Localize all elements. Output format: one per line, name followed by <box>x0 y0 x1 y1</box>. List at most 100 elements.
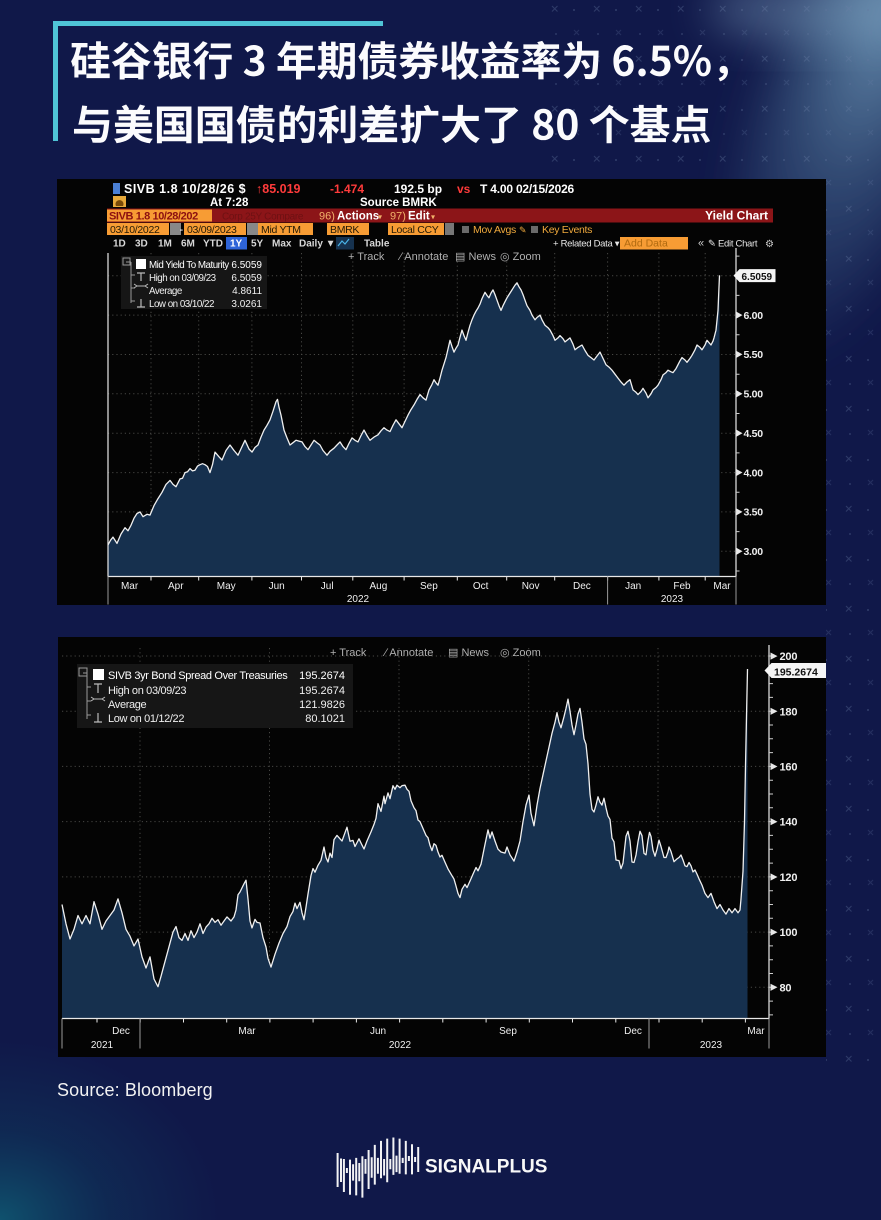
svg-text:80: 80 <box>780 982 792 994</box>
svg-text:Low on 01/12/22: Low on 01/12/22 <box>108 713 184 725</box>
svg-text:1D: 1D <box>113 239 126 250</box>
svg-text:140: 140 <box>780 817 798 829</box>
svg-text:+ Track: + Track <box>330 647 367 659</box>
svg-text:Feb: Feb <box>673 581 691 592</box>
svg-text:Sep: Sep <box>420 581 438 592</box>
svg-text:Apr: Apr <box>168 581 184 592</box>
svg-text:2023: 2023 <box>700 1040 723 1051</box>
svg-text:✎ Edit Chart: ✎ Edit Chart <box>708 239 758 250</box>
svg-text:6M: 6M <box>181 239 195 250</box>
svg-text:«: « <box>698 238 704 250</box>
svg-text:▤ News: ▤ News <box>448 647 489 659</box>
svg-text:Add Data: Add Data <box>624 238 668 250</box>
svg-text:-: - <box>180 224 184 236</box>
svg-text:2021: 2021 <box>91 1040 114 1051</box>
svg-text:High on 03/09/23: High on 03/09/23 <box>149 273 217 284</box>
svg-text:⚙: ⚙ <box>765 239 774 250</box>
svg-text:5.00: 5.00 <box>744 389 764 401</box>
svg-text:High on 03/09/23: High on 03/09/23 <box>108 685 186 697</box>
svg-text:97): 97) <box>390 211 406 223</box>
svg-text:+ Track: + Track <box>348 251 385 263</box>
svg-text:SIVB 3yr Bond Spread Over Trea: SIVB 3yr Bond Spread Over Treasuries <box>108 670 288 682</box>
svg-text:3.00: 3.00 <box>744 546 764 558</box>
svg-text:Nov: Nov <box>522 581 540 592</box>
svg-text:✎: ✎ <box>519 225 527 235</box>
svg-text:T 4.00 02/15/2026: T 4.00 02/15/2026 <box>480 182 575 196</box>
svg-text:6.5059: 6.5059 <box>231 273 262 284</box>
svg-text:Mar: Mar <box>238 1026 256 1037</box>
svg-text:SIVB 1.8 10/28/202: SIVB 1.8 10/28/202 <box>109 211 198 223</box>
svg-text:121.9826: 121.9826 <box>299 699 345 711</box>
svg-text:195.2674: 195.2674 <box>299 685 345 697</box>
svg-text:Yield Chart: Yield Chart <box>705 209 768 223</box>
svg-text:▤ News: ▤ News <box>455 251 496 263</box>
svg-text:195.2674: 195.2674 <box>774 667 818 679</box>
svg-text:∕ Annotate: ∕ Annotate <box>382 647 433 659</box>
svg-text:Average: Average <box>108 699 147 711</box>
svg-text:100: 100 <box>780 927 798 939</box>
svg-text:Mid YTM: Mid YTM <box>261 224 301 236</box>
svg-text:Dec: Dec <box>112 1026 130 1037</box>
svg-text:SIVB 1.8 10/28/26 $: SIVB 1.8 10/28/26 $ <box>124 182 246 196</box>
svg-text:180: 180 <box>780 706 798 718</box>
svg-text:Average: Average <box>149 286 183 297</box>
svg-text:6.00: 6.00 <box>744 310 764 322</box>
svg-text:Daily ▼: Daily ▼ <box>299 239 336 250</box>
svg-text:Source BMRK: Source BMRK <box>360 197 437 209</box>
svg-text:6.5059: 6.5059 <box>231 260 262 271</box>
svg-text:03/09/2023: 03/09/2023 <box>187 224 237 236</box>
svg-text:BMRK: BMRK <box>330 224 359 236</box>
svg-text:5.50: 5.50 <box>744 349 764 361</box>
svg-text:At 7:28: At 7:28 <box>210 197 249 209</box>
svg-text:Dec: Dec <box>624 1026 642 1037</box>
svg-text:4.50: 4.50 <box>744 428 764 440</box>
svg-text:03/10/2022: 03/10/2022 <box>110 224 160 236</box>
svg-text:May: May <box>217 581 236 592</box>
svg-text:Jul: Jul <box>321 581 334 592</box>
svg-text:Edit: Edit <box>408 211 430 223</box>
svg-text:2022: 2022 <box>347 594 370 605</box>
svg-text:∕ Annotate: ∕ Annotate <box>397 251 448 263</box>
svg-text:↑85.019: ↑85.019 <box>256 182 301 196</box>
svg-text:Corp 25Y Compare: Corp 25Y Compare <box>222 212 304 223</box>
svg-text:Max: Max <box>272 239 292 250</box>
svg-text:4.00: 4.00 <box>744 467 764 479</box>
svg-text:5Y: 5Y <box>251 239 264 250</box>
svg-text:2023: 2023 <box>661 594 684 605</box>
svg-text:▾: ▾ <box>378 213 382 222</box>
svg-text:3D: 3D <box>135 239 148 250</box>
svg-text:Oct: Oct <box>473 581 489 592</box>
svg-text:6.5059: 6.5059 <box>742 272 773 283</box>
svg-text:80.1021: 80.1021 <box>305 713 345 725</box>
svg-text:192.5 bp: 192.5 bp <box>394 182 442 196</box>
svg-text:Sep: Sep <box>499 1026 517 1037</box>
svg-text:Low on 03/10/22: Low on 03/10/22 <box>149 299 214 310</box>
svg-text:Source: Bloomberg: Source: Bloomberg <box>57 1080 213 1100</box>
svg-text:Dec: Dec <box>573 581 591 592</box>
svg-text:YTD: YTD <box>203 239 223 250</box>
svg-text:+ Related Data ▾: + Related Data ▾ <box>553 239 620 250</box>
svg-text:Local CCY: Local CCY <box>391 224 439 236</box>
svg-text:Key Events: Key Events <box>542 224 592 236</box>
svg-text:160: 160 <box>780 762 798 774</box>
svg-text:Mar: Mar <box>713 581 731 592</box>
svg-text:◎ Zoom: ◎ Zoom <box>500 647 541 659</box>
svg-text:-1.474: -1.474 <box>330 182 364 196</box>
svg-text:Aug: Aug <box>370 581 388 592</box>
svg-text:4.8611: 4.8611 <box>232 286 262 297</box>
svg-text:SIGNALPLUS: SIGNALPLUS <box>425 1157 547 1178</box>
svg-text:Mar: Mar <box>121 581 139 592</box>
svg-text:1Y: 1Y <box>230 239 243 250</box>
svg-text:2022: 2022 <box>389 1040 412 1051</box>
svg-text:96): 96) <box>319 211 335 223</box>
svg-text:3.50: 3.50 <box>744 507 764 519</box>
svg-text:195.2674: 195.2674 <box>299 670 345 682</box>
svg-text:1M: 1M <box>158 239 172 250</box>
svg-text:◎ Zoom: ◎ Zoom <box>500 251 541 263</box>
svg-text:Table: Table <box>364 239 390 250</box>
svg-text:Mov Avgs: Mov Avgs <box>473 224 516 236</box>
svg-text:120: 120 <box>780 872 798 884</box>
svg-text:▾: ▾ <box>431 213 435 222</box>
svg-text:vs: vs <box>457 182 471 196</box>
svg-text:Mar: Mar <box>747 1026 765 1037</box>
